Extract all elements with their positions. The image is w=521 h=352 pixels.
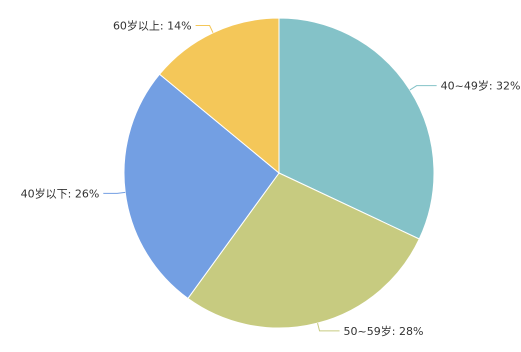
- slice-label-1: 50~59岁: 28%: [344, 324, 424, 338]
- leader-line-0: [409, 85, 437, 91]
- pie-slice-0[interactable]: [278, 17, 435, 240]
- leader-line-2: [103, 191, 126, 194]
- pie-slice-2[interactable]: [123, 73, 280, 300]
- pie-labels: 40~49岁: 32% 50~59岁: 28% 40岁以下: 26% 60岁以上: 1…: [21, 19, 521, 338]
- pie-leader-lines: [103, 25, 437, 332]
- pie-slice-3[interactable]: [158, 17, 280, 175]
- pie-slice-1[interactable]: [187, 172, 420, 329]
- slice-label-0: 40~49岁: 32%: [441, 79, 521, 93]
- pie-slices: [123, 17, 435, 329]
- leader-line-1: [317, 323, 340, 332]
- slice-label-2: 40岁以下: 26%: [21, 186, 100, 200]
- slice-label-3: 60岁以上: 14%: [113, 19, 192, 33]
- leader-line-3: [195, 25, 214, 33]
